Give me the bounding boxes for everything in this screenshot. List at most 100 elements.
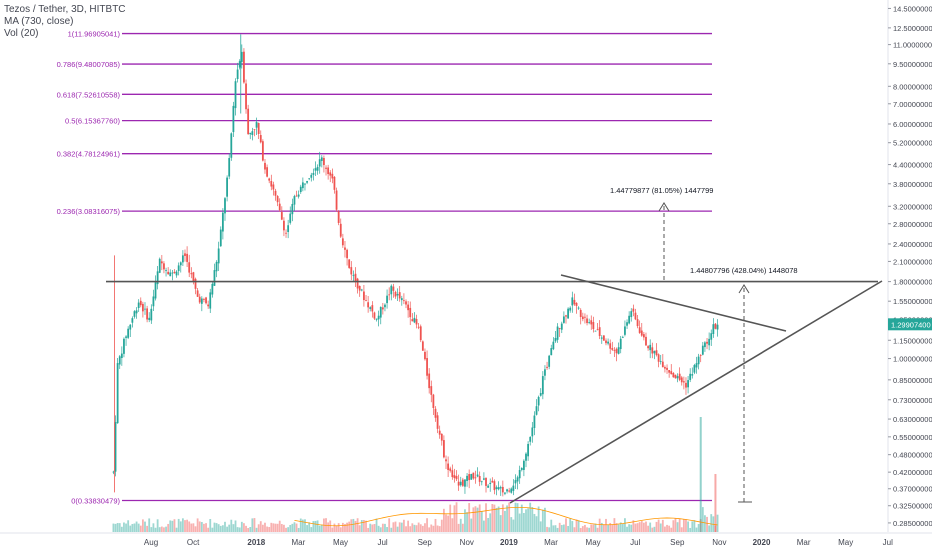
candle-body (283, 220, 285, 231)
candle-body (525, 453, 527, 461)
volume-bar (337, 523, 340, 532)
candle-body (186, 253, 188, 262)
candle-body (691, 374, 694, 376)
volume-bar (682, 519, 685, 532)
volume-bar (306, 525, 308, 532)
volume-bar (371, 524, 374, 532)
candle-body (556, 326, 559, 340)
candle-body (213, 270, 216, 286)
y-tick-label: 3.80000000 (893, 180, 932, 189)
candle-body (173, 271, 176, 274)
candle-body (504, 492, 506, 494)
candle-body (285, 232, 287, 234)
volume-bar (539, 521, 542, 532)
volume-bar (373, 524, 376, 532)
candle-body (537, 396, 540, 406)
candle-body (219, 229, 222, 247)
volume-bar (396, 526, 399, 532)
volume-bar (556, 527, 559, 532)
candle-body (689, 373, 692, 380)
volume-bar (642, 522, 645, 532)
x-tick-label: Jul (883, 538, 893, 547)
candle-body (280, 212, 283, 220)
candle-body (301, 182, 304, 189)
volume-bar (678, 518, 681, 532)
current-price-label: 1.29907400 (891, 320, 931, 329)
candle-body (381, 307, 384, 310)
candle-body (630, 311, 633, 318)
volume-bar (592, 524, 595, 532)
candle-body (377, 315, 380, 320)
volume-bar (647, 525, 649, 532)
candle-body (476, 474, 479, 477)
volume-bar (565, 518, 567, 532)
volume-bar (573, 527, 576, 532)
volume-bar (289, 524, 292, 532)
candle-body (573, 299, 576, 305)
volume-bar (196, 518, 199, 532)
candle-body (230, 133, 233, 158)
volume-indicator-label[interactable]: Vol (20) (4, 28, 39, 39)
candle-body (310, 174, 313, 178)
candle-body (714, 323, 717, 329)
volume-bar (141, 519, 144, 532)
candle-body (295, 195, 298, 197)
candle-body (419, 326, 422, 341)
volume-bar (217, 524, 220, 532)
candle-body (417, 326, 420, 328)
volume-bar (375, 518, 378, 532)
candle-body (649, 344, 652, 351)
volume-bar (304, 519, 306, 532)
volume-bar (611, 524, 614, 532)
candle-body (708, 338, 711, 346)
candle-body (470, 474, 473, 480)
volume-bar (615, 523, 618, 532)
volume-bar (367, 527, 370, 532)
volume-bar (443, 508, 445, 532)
candle-body (489, 482, 492, 485)
descending-trendline[interactable] (560, 274, 787, 332)
volume-bar (318, 525, 321, 532)
candle-body (152, 296, 155, 307)
candle-body (640, 330, 643, 336)
volume-bar (706, 516, 708, 532)
candle-body (245, 83, 247, 110)
volume-bar (409, 526, 412, 532)
volume-bar (181, 518, 184, 532)
candle-body (135, 310, 138, 314)
volume-bar (186, 519, 188, 532)
volume-bar (584, 524, 586, 532)
ma-indicator-label[interactable]: MA (730, close) (4, 16, 74, 27)
y-tick-label: 3.20000000 (893, 202, 932, 211)
ascending-trendline[interactable] (509, 280, 883, 504)
volume-bar (485, 503, 487, 532)
volume-bar (299, 518, 302, 532)
candle-body (421, 341, 424, 351)
volume-bar (468, 503, 471, 532)
volume-bar (200, 522, 203, 532)
volume-bar (619, 522, 622, 532)
volume-bar (470, 518, 473, 532)
volume-bar (213, 522, 216, 532)
volume-bar (224, 521, 226, 532)
volume-bar (283, 524, 285, 532)
volume-bar (569, 518, 572, 532)
volume-bar (510, 517, 513, 532)
y-tick-label: 8.00000000 (893, 82, 932, 91)
volume-bar (209, 518, 212, 532)
candle-body (529, 436, 532, 442)
volume-bar (388, 518, 391, 532)
candle-body (192, 272, 195, 282)
fib-level-label: 0.618(7.52610558) (57, 90, 121, 99)
candle-body (674, 374, 677, 379)
volume-bar (148, 518, 151, 532)
volume-bar (348, 521, 351, 532)
volume-bar (215, 523, 218, 532)
candle-body (501, 486, 504, 493)
candle-body (617, 347, 620, 354)
x-tick-label: May (333, 538, 348, 547)
volume-bar (190, 523, 193, 532)
volume-bar (550, 519, 553, 532)
